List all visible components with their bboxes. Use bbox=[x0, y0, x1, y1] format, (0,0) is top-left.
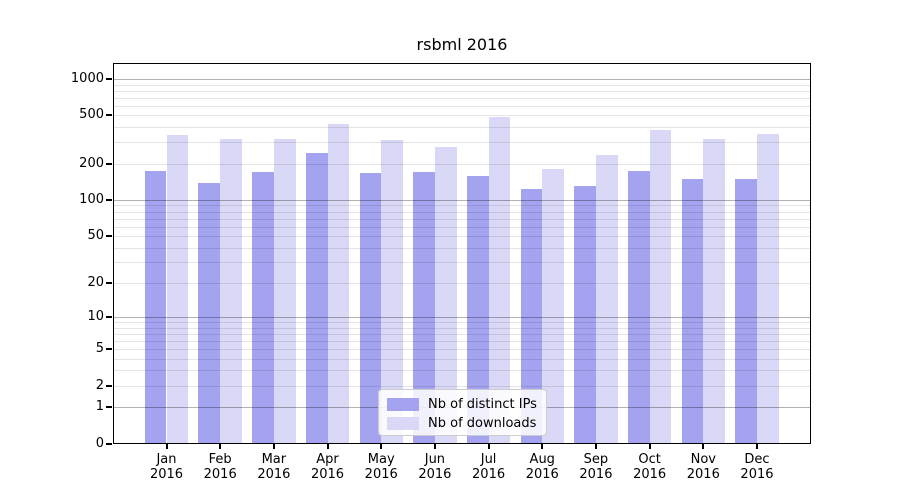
x-label-month-feb-2016: Feb bbox=[208, 451, 232, 467]
y-tick-1 bbox=[106, 405, 112, 408]
x-label-year-oct-2016: 2016 bbox=[633, 466, 667, 482]
x-tick-label-dec-2016: Dec 2016 bbox=[725, 452, 789, 482]
x-tick-feb-2016 bbox=[219, 443, 222, 449]
x-tick-label-oct-2016: Oct 2016 bbox=[618, 452, 682, 482]
legend-item-distinct-ips: Nb of distinct IPs bbox=[387, 395, 546, 414]
x-tick-mar-2016 bbox=[272, 443, 275, 449]
x-tick-sep-2016 bbox=[594, 443, 597, 449]
y-tick-50 bbox=[106, 235, 112, 238]
x-label-month-jun-2016: Jun bbox=[424, 451, 446, 467]
x-tick-may-2016 bbox=[380, 443, 383, 449]
y-tick-2 bbox=[106, 384, 112, 387]
x-tick-label-sep-2016: Sep 2016 bbox=[564, 452, 628, 482]
x-label-year-may-2016: 2016 bbox=[364, 466, 398, 482]
y-tick-0 bbox=[106, 442, 112, 445]
x-tick-jul-2016 bbox=[487, 443, 490, 449]
y-tick-label-5: 5 bbox=[95, 340, 104, 356]
y-tick-500 bbox=[106, 114, 112, 117]
y-tick-label-20: 20 bbox=[87, 274, 104, 290]
x-tick-label-jul-2016: Jul 2016 bbox=[457, 452, 521, 482]
y-tick-label-500: 500 bbox=[79, 107, 104, 123]
x-tick-label-may-2016: May 2016 bbox=[349, 452, 413, 482]
plot-border bbox=[113, 63, 811, 444]
x-label-month-apr-2016: Apr bbox=[316, 451, 339, 467]
x-label-year-jul-2016: 2016 bbox=[472, 466, 506, 482]
x-tick-aug-2016 bbox=[541, 443, 544, 449]
x-tick-label-aug-2016: Aug 2016 bbox=[510, 452, 574, 482]
y-tick-100 bbox=[106, 198, 112, 201]
x-tick-apr-2016 bbox=[326, 443, 329, 449]
y-tick-1000 bbox=[106, 77, 112, 80]
y-tick-label-0: 0 bbox=[95, 435, 104, 451]
x-label-year-sep-2016: 2016 bbox=[579, 466, 613, 482]
legend: Nb of distinct IPs Nb of downloads bbox=[378, 389, 547, 436]
y-tick-10 bbox=[106, 315, 112, 318]
x-label-month-oct-2016: Oct bbox=[638, 451, 661, 467]
x-label-month-jan-2016: Jan bbox=[156, 451, 177, 467]
legend-label-distinct-ips: Nb of distinct IPs bbox=[428, 397, 537, 412]
x-tick-label-feb-2016: Feb 2016 bbox=[188, 452, 252, 482]
x-label-year-nov-2016: 2016 bbox=[686, 466, 720, 482]
x-label-month-dec-2016: Dec bbox=[744, 451, 770, 467]
x-tick-jan-2016 bbox=[165, 443, 168, 449]
x-label-month-nov-2016: Nov bbox=[690, 451, 716, 467]
x-tick-dec-2016 bbox=[755, 443, 758, 449]
x-label-year-jun-2016: 2016 bbox=[418, 466, 452, 482]
legend-item-downloads: Nb of downloads bbox=[387, 414, 546, 433]
chart-title: rsbml 2016 bbox=[416, 35, 508, 54]
x-label-month-may-2016: May bbox=[367, 451, 395, 467]
x-label-year-apr-2016: 2016 bbox=[310, 466, 345, 482]
y-tick-label-2: 2 bbox=[95, 377, 104, 393]
x-label-year-dec-2016: 2016 bbox=[740, 466, 774, 482]
x-label-month-mar-2016: Mar bbox=[261, 451, 287, 467]
y-tick-20 bbox=[106, 281, 112, 284]
x-label-year-mar-2016: 2016 bbox=[257, 466, 291, 482]
legend-swatch-downloads bbox=[387, 417, 419, 430]
x-label-month-jul-2016: Jul bbox=[480, 451, 497, 467]
x-tick-nov-2016 bbox=[702, 443, 705, 449]
y-tick-label-1000: 1000 bbox=[70, 70, 104, 86]
x-tick-label-jan-2016: Jan 2016 bbox=[135, 452, 199, 482]
x-label-month-sep-2016: Sep bbox=[583, 451, 609, 467]
y-tick-label-100: 100 bbox=[79, 191, 104, 207]
y-tick-label-50: 50 bbox=[87, 228, 104, 244]
x-label-month-aug-2016: Aug bbox=[529, 451, 555, 467]
legend-label-downloads: Nb of downloads bbox=[428, 416, 537, 431]
y-tick-5 bbox=[106, 347, 112, 350]
x-label-year-jan-2016: 2016 bbox=[149, 466, 184, 482]
x-tick-label-apr-2016: Apr 2016 bbox=[296, 452, 360, 482]
y-tick-label-1: 1 bbox=[95, 398, 104, 414]
x-tick-label-jun-2016: Jun 2016 bbox=[403, 452, 467, 482]
y-tick-label-200: 200 bbox=[79, 155, 104, 171]
x-label-year-aug-2016: 2016 bbox=[525, 466, 559, 482]
x-label-year-feb-2016: 2016 bbox=[203, 466, 237, 482]
legend-swatch-distinct-ips bbox=[387, 398, 419, 411]
x-tick-label-nov-2016: Nov 2016 bbox=[671, 452, 735, 482]
y-tick-200 bbox=[106, 162, 112, 165]
x-tick-jun-2016 bbox=[433, 443, 436, 449]
y-tick-label-10: 10 bbox=[87, 308, 104, 324]
x-tick-oct-2016 bbox=[648, 443, 651, 449]
x-tick-label-mar-2016: Mar 2016 bbox=[242, 452, 306, 482]
